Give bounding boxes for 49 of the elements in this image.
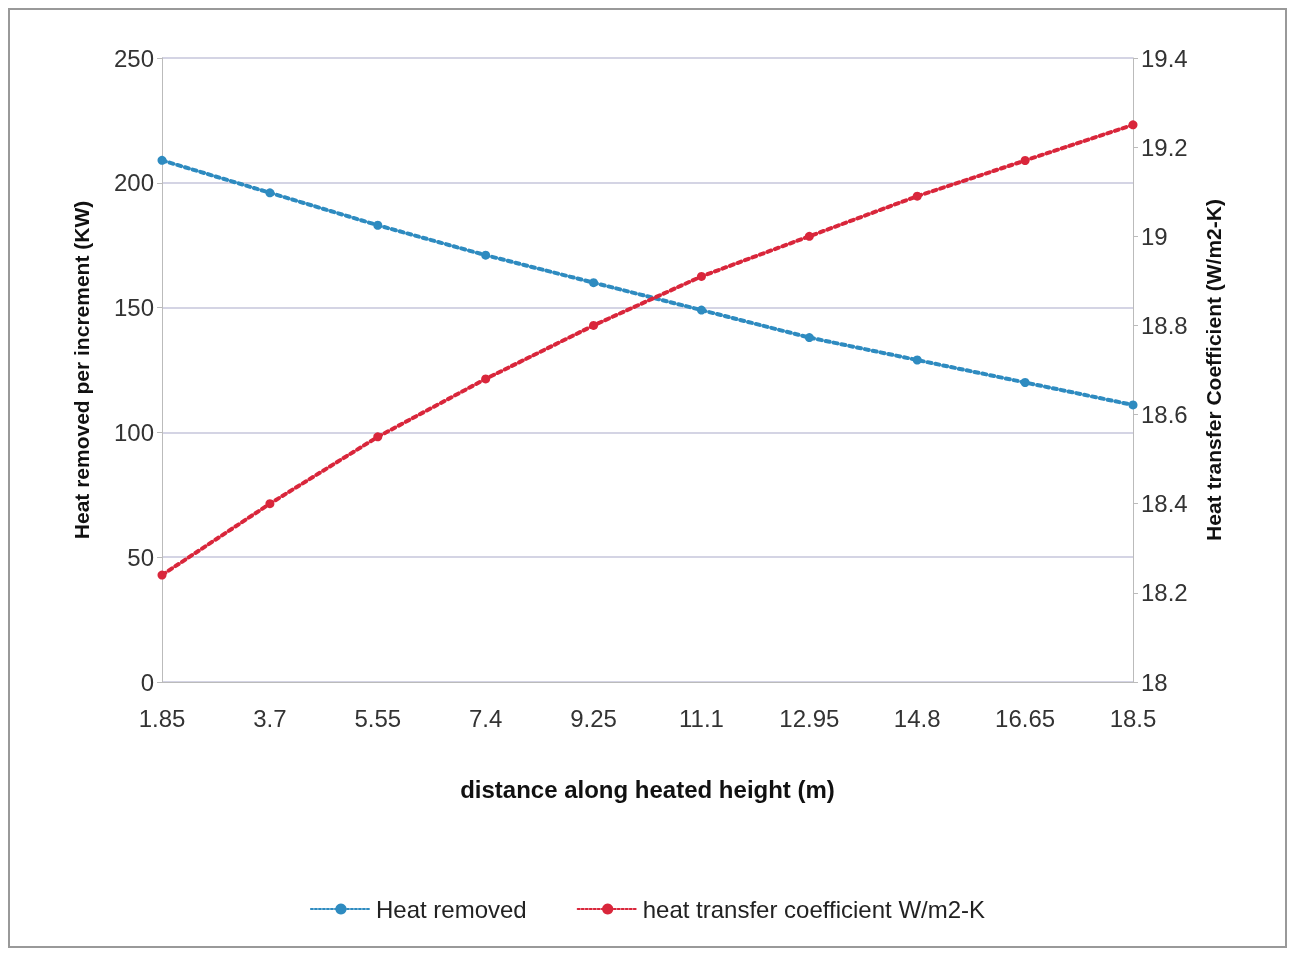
x-axis-title: distance along heated height (m) <box>460 775 835 803</box>
point <box>589 278 599 288</box>
y2-tick-label: 18 <box>1141 668 1168 696</box>
point <box>1128 400 1138 410</box>
x-tick-label: 12.95 <box>779 704 840 732</box>
y-tick-label: 150 <box>113 294 154 322</box>
legend-label: Heat removed <box>375 895 527 923</box>
x-tick-label: 7.4 <box>468 704 503 732</box>
y2-tick-label: 18.6 <box>1141 401 1188 429</box>
y2-axis-title: Heat transfer Coefficient (W/m2-K) <box>1202 199 1225 541</box>
y-tick-label: 100 <box>113 418 154 446</box>
point <box>265 188 275 198</box>
point <box>1020 156 1030 166</box>
x-tick-label: 9.25 <box>570 704 617 732</box>
y-axis-title: Heat removed per increment (KW) <box>70 200 93 540</box>
x-tick-label: 14.8 <box>893 704 941 732</box>
x-tick-label: 5.55 <box>354 704 402 732</box>
y2-tick-label: 18.2 <box>1141 579 1188 607</box>
point <box>373 432 383 442</box>
y2-tick-label: 19.4 <box>1141 44 1188 72</box>
point <box>1128 120 1138 130</box>
y-tick-label: 250 <box>113 44 154 72</box>
y-tick-label: 0 <box>140 668 154 696</box>
point <box>589 320 599 330</box>
y2-tick-label: 18.4 <box>1141 490 1188 518</box>
point <box>804 231 814 241</box>
x-tick-label: 11.1 <box>678 704 724 732</box>
point <box>696 271 706 281</box>
point <box>912 355 922 365</box>
x-tick-label: 16.65 <box>995 704 1056 732</box>
x-tick-label: 1.85 <box>138 704 186 732</box>
y2-tick-label: 19 <box>1141 222 1168 250</box>
y2-tick-label: 18.8 <box>1141 311 1188 339</box>
x-tick-label: 3.7 <box>253 704 287 732</box>
point <box>157 570 167 580</box>
point <box>157 155 167 165</box>
point <box>912 191 922 201</box>
point <box>265 499 275 509</box>
point <box>373 220 383 230</box>
point <box>696 305 706 315</box>
point <box>1020 377 1030 387</box>
y-tick-label: 200 <box>113 169 154 197</box>
point <box>481 250 491 260</box>
legend-label: heat transfer coefficient W/m2-K <box>642 895 986 923</box>
y2-tick-label: 19.2 <box>1141 133 1188 161</box>
x-tick-label: 18.5 <box>1109 704 1157 732</box>
point <box>481 374 491 384</box>
point <box>804 333 814 343</box>
y-tick-label: 50 <box>127 543 154 571</box>
